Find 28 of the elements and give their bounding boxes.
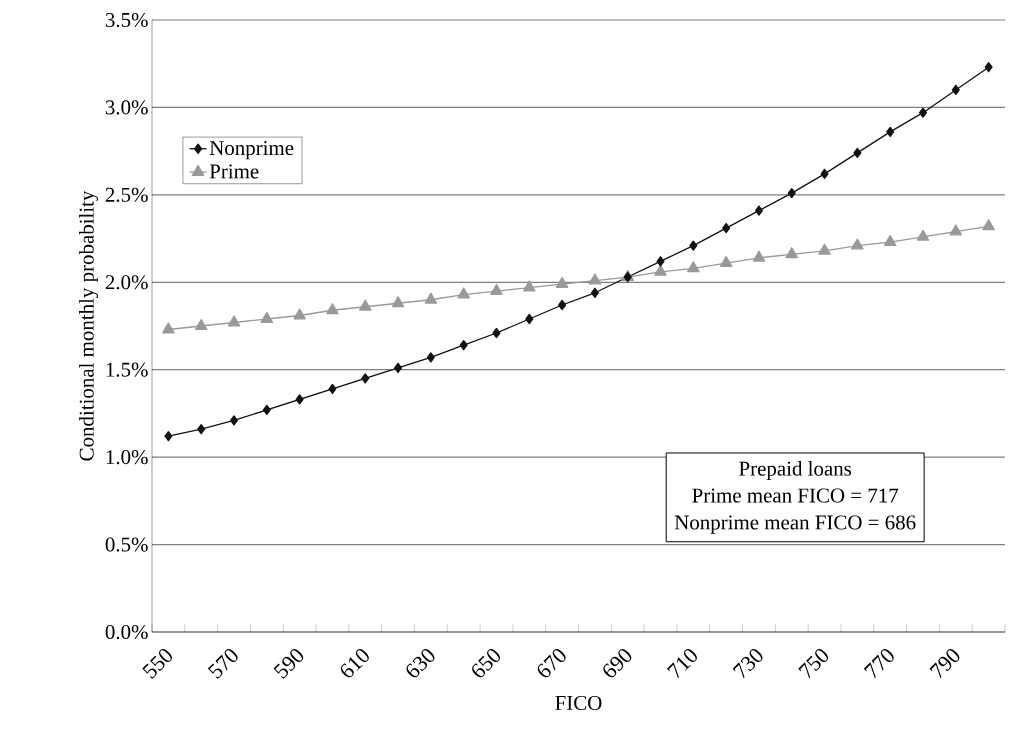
annotation: Nonprime mean FICO = 686 [674,515,916,534]
x-tick-label: 570 [207,649,238,679]
annotation: Prime mean FICO = 717 [692,488,899,503]
legend-label: Prime [209,164,259,179]
x-axis-title: FICO [555,695,602,710]
x-tick-label: 610 [340,649,369,678]
y-tick-label: 1.5% [106,362,148,377]
legend-label: Nonprime [209,141,294,160]
x-tick-label: 550 [142,649,172,679]
x-tick-label: 590 [273,649,304,679]
x-tick-label: 650 [472,649,501,678]
y-tick-label: 2.0% [105,275,148,290]
x-tick-label: 710 [667,649,697,679]
y-tick-label: 2.5% [105,187,148,202]
y-tick-label: 0.5% [105,537,148,552]
y-tick-label: 3.5% [105,12,148,28]
y-tick-label: 1.0% [106,450,148,465]
x-tick-label: 750 [798,649,829,679]
x-tick-label: 690 [603,649,632,678]
annotation: Prepaid loans [739,460,852,480]
y-tick-label: 0.0% [105,624,148,640]
y-axis-title: Conditional monthly probability [79,190,99,461]
x-tick-label: 790 [929,649,960,679]
x-tick-label: 730 [732,649,763,679]
x-tick-label: 670 [537,649,566,678]
y-tick-label: 3.0% [105,100,148,115]
x-tick-label: 770 [863,649,894,679]
x-tick-label: 630 [406,649,435,678]
